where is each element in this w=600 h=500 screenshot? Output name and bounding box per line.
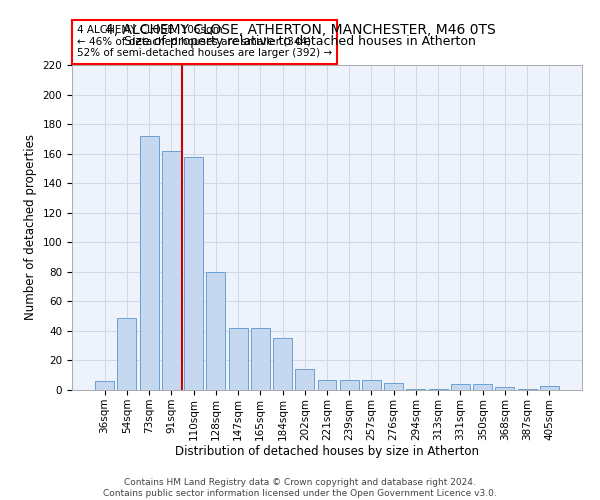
Bar (406, 388, 425, 390)
Bar (496, 387, 514, 390)
Bar (473, 384, 492, 390)
Bar (362, 380, 381, 390)
Bar (118, 318, 136, 390)
Text: Size of property relative to detached houses in Atherton: Size of property relative to detached ho… (124, 35, 476, 48)
Bar (384, 382, 403, 390)
Text: 4, ALCHEMY CLOSE, ATHERTON, MANCHESTER, M46 0TS: 4, ALCHEMY CLOSE, ATHERTON, MANCHESTER, … (104, 22, 496, 36)
Bar (340, 380, 359, 390)
Bar (273, 338, 292, 390)
Bar (251, 328, 270, 390)
Bar (295, 370, 314, 390)
Y-axis label: Number of detached properties: Number of detached properties (24, 134, 37, 320)
Bar (140, 136, 158, 390)
Bar (451, 384, 470, 390)
Bar (429, 388, 448, 390)
Bar (540, 386, 559, 390)
Text: 4 ALCHEMY CLOSE: 106sqm
← 46% of detached houses are smaller (344)
52% of semi-d: 4 ALCHEMY CLOSE: 106sqm ← 46% of detache… (77, 26, 332, 58)
Bar (518, 388, 536, 390)
Bar (162, 150, 181, 390)
Bar (95, 381, 114, 390)
Bar (184, 156, 203, 390)
Bar (229, 328, 248, 390)
Bar (317, 380, 337, 390)
Text: Contains HM Land Registry data © Crown copyright and database right 2024.
Contai: Contains HM Land Registry data © Crown c… (103, 478, 497, 498)
Bar (206, 272, 225, 390)
X-axis label: Distribution of detached houses by size in Atherton: Distribution of detached houses by size … (175, 446, 479, 458)
